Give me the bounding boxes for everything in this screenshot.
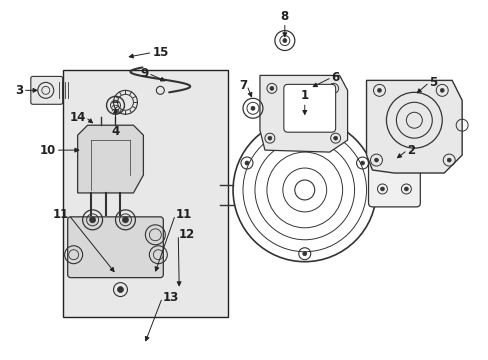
Text: 4: 4	[111, 125, 120, 138]
Polygon shape	[366, 80, 461, 173]
FancyBboxPatch shape	[67, 217, 163, 278]
Text: 6: 6	[331, 71, 339, 84]
Text: 11: 11	[175, 208, 191, 221]
Circle shape	[122, 217, 128, 223]
Text: 3: 3	[15, 84, 23, 97]
Circle shape	[374, 158, 378, 162]
Circle shape	[282, 39, 286, 42]
Circle shape	[269, 86, 273, 90]
Circle shape	[302, 252, 306, 256]
Text: 8: 8	[280, 10, 288, 23]
FancyBboxPatch shape	[368, 147, 420, 207]
Circle shape	[117, 287, 123, 293]
FancyBboxPatch shape	[62, 71, 227, 318]
Circle shape	[244, 161, 248, 165]
Text: 1: 1	[300, 89, 308, 102]
Text: 14: 14	[69, 111, 85, 124]
Text: 11: 11	[52, 208, 68, 221]
Circle shape	[404, 187, 407, 191]
Circle shape	[250, 106, 254, 110]
Polygon shape	[260, 75, 347, 152]
Circle shape	[89, 217, 95, 223]
Text: 5: 5	[428, 76, 437, 89]
Polygon shape	[78, 125, 143, 193]
FancyBboxPatch shape	[31, 76, 62, 104]
Circle shape	[267, 136, 271, 140]
Circle shape	[380, 187, 384, 191]
FancyBboxPatch shape	[283, 84, 335, 132]
Text: 15: 15	[152, 46, 168, 59]
Circle shape	[404, 159, 407, 163]
Text: 12: 12	[178, 228, 194, 241]
Circle shape	[360, 161, 364, 165]
Text: 13: 13	[162, 291, 178, 304]
Text: 10: 10	[40, 144, 56, 157]
Circle shape	[333, 136, 337, 140]
Text: 9: 9	[140, 67, 148, 80]
Text: 2: 2	[407, 144, 415, 157]
Circle shape	[439, 88, 443, 92]
Circle shape	[331, 86, 335, 90]
Text: 7: 7	[238, 79, 246, 92]
Circle shape	[380, 159, 384, 163]
Circle shape	[377, 88, 381, 92]
Circle shape	[447, 158, 450, 162]
